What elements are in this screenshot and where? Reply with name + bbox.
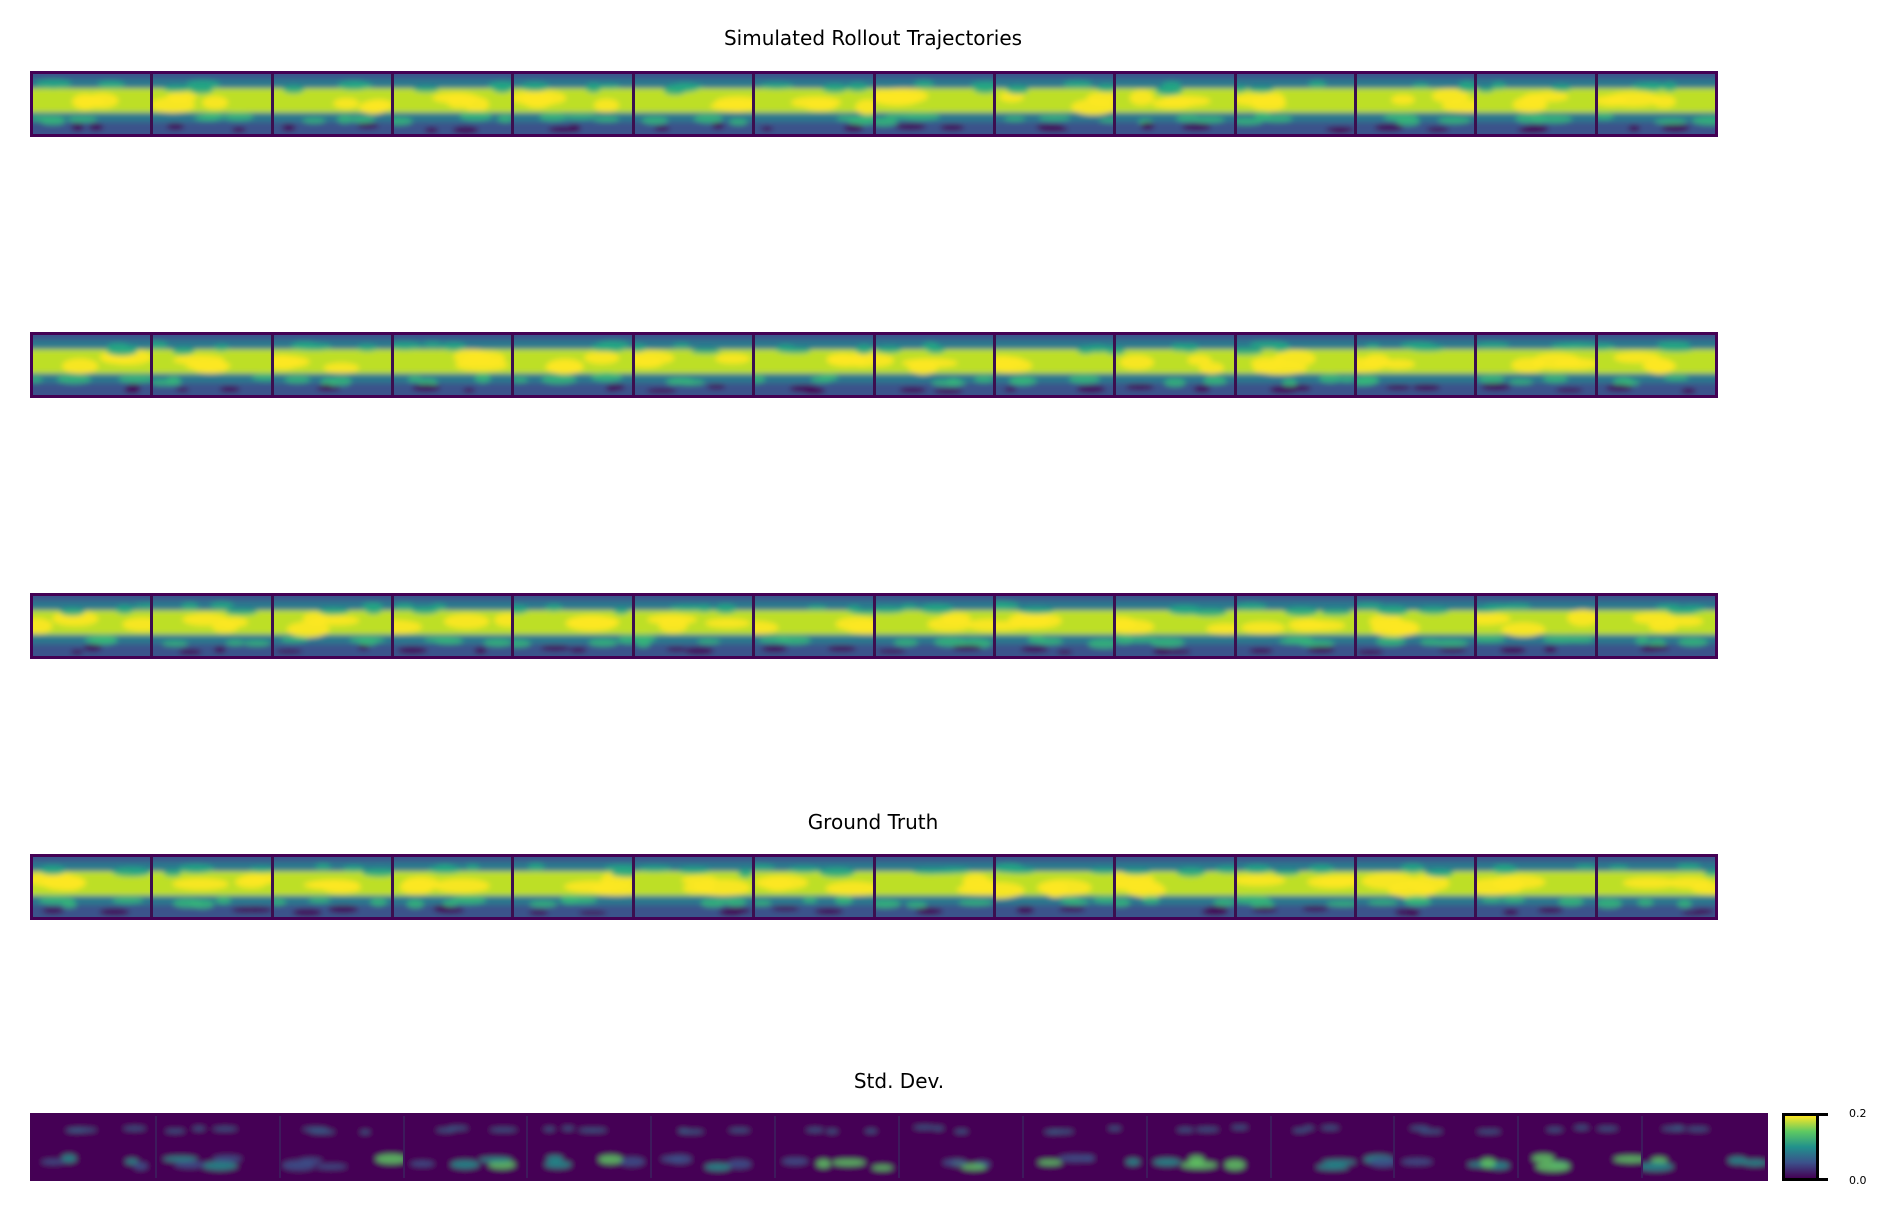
heatmap-frame [526, 1116, 651, 1178]
heatmap-frame [992, 596, 1114, 656]
heatmap-frame [511, 857, 632, 917]
heatmap-frame [631, 857, 753, 917]
heatmap-frame [1353, 335, 1475, 395]
heatmap-frame [1594, 596, 1716, 656]
rollout-strip-1 [30, 71, 1718, 137]
heatmap-frame [1353, 857, 1475, 917]
heatmap-frame [1474, 857, 1595, 917]
heatmap-frame [1594, 857, 1716, 917]
rollout-strip-3 [30, 593, 1718, 659]
rollouts-title: Simulated Rollout Trajectories [723, 26, 1023, 50]
heatmap-frame [154, 1116, 279, 1178]
heatmap-frame [1233, 335, 1354, 395]
heatmap-frame [650, 1116, 775, 1178]
colorbar-tick-min [1816, 1178, 1828, 1181]
heatmap-frame [1269, 1116, 1394, 1178]
heatmap-frame [898, 1116, 1022, 1178]
heatmap-frame [1517, 1116, 1642, 1178]
heatmap-frame [992, 74, 1114, 134]
std-dev-strip [30, 1113, 1768, 1181]
heatmap-frame [511, 596, 632, 656]
heatmap-frame [1594, 335, 1716, 395]
heatmap-frame [1393, 1116, 1518, 1178]
heatmap-frame [33, 857, 151, 917]
heatmap-frame [1594, 74, 1716, 134]
heatmap-frame [270, 596, 392, 656]
heatmap-frame [1474, 74, 1595, 134]
heatmap-frame [752, 335, 873, 395]
heatmap-frame [1145, 1116, 1270, 1178]
heatmap-frame [33, 596, 151, 656]
heatmap-frame [270, 857, 392, 917]
heatmap-frame [872, 335, 993, 395]
heatmap-frame [150, 857, 271, 917]
heatmap-frame [631, 74, 753, 134]
heatmap-frame [402, 1116, 527, 1178]
heatmap-frame [992, 335, 1114, 395]
colorbar-label-max: 0.2 [1849, 1107, 1867, 1120]
heatmap-frame [150, 596, 271, 656]
heatmap-frame [1233, 74, 1354, 134]
heatmap-frame [391, 335, 512, 395]
heatmap-frame [511, 74, 632, 134]
heatmap-frame [1021, 1116, 1146, 1178]
heatmap-frame [752, 74, 873, 134]
heatmap-frame [1113, 596, 1234, 656]
heatmap-frame [1353, 596, 1475, 656]
colorbar-label-min: 0.0 [1849, 1174, 1867, 1187]
heatmap-frame [270, 74, 392, 134]
heatmap-frame [752, 857, 873, 917]
heatmap-frame [33, 1116, 155, 1178]
heatmap-frame [992, 857, 1114, 917]
heatmap-frame [752, 596, 873, 656]
colorbar [1782, 1113, 1819, 1181]
heatmap-frame [872, 857, 993, 917]
ground-truth-strip [30, 854, 1718, 920]
heatmap-frame [631, 335, 753, 395]
heatmap-frame [1113, 335, 1234, 395]
heatmap-frame [150, 335, 271, 395]
heatmap-frame [1641, 1116, 1766, 1178]
heatmap-frame [1113, 857, 1234, 917]
heatmap-frame [511, 335, 632, 395]
heatmap-frame [1233, 857, 1354, 917]
heatmap-frame [1474, 335, 1595, 395]
heatmap-frame [872, 596, 993, 656]
heatmap-frame [1113, 74, 1234, 134]
heatmap-frame [33, 335, 151, 395]
heatmap-frame [278, 1116, 403, 1178]
heatmap-frame [774, 1116, 899, 1178]
heatmap-frame [1474, 596, 1595, 656]
heatmap-frame [631, 596, 753, 656]
heatmap-frame [270, 335, 392, 395]
ground-truth-title: Ground Truth [807, 810, 939, 834]
heatmap-frame [391, 857, 512, 917]
heatmap-frame [872, 74, 993, 134]
heatmap-frame [33, 74, 151, 134]
heatmap-frame [1233, 596, 1354, 656]
heatmap-frame [150, 74, 271, 134]
heatmap-frame [1353, 74, 1475, 134]
heatmap-frame [391, 596, 512, 656]
std-dev-title: Std. Dev. [853, 1069, 945, 1093]
heatmap-frame [391, 74, 512, 134]
rollout-strip-2 [30, 332, 1718, 398]
colorbar-tick-max [1816, 1113, 1828, 1116]
